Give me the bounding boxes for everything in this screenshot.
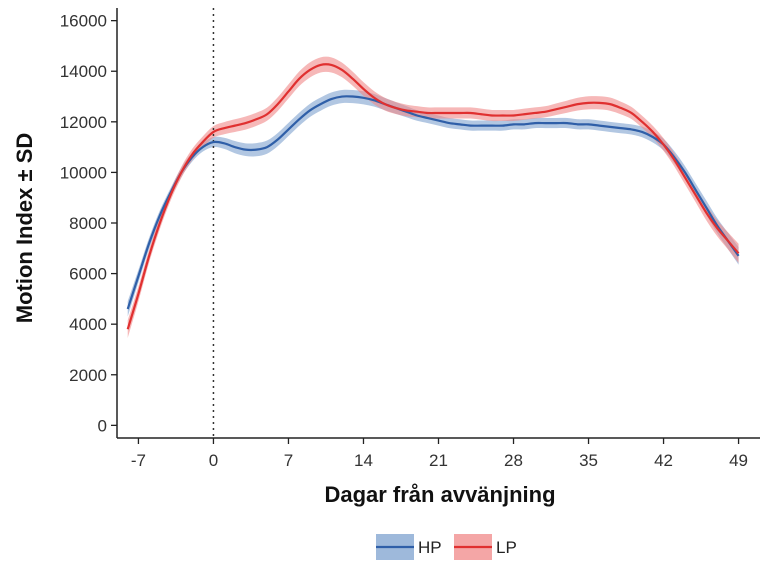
x-axis-ticks: -7 0 7 14 21 28 35 42 49 bbox=[131, 438, 748, 470]
x-tick-label: 35 bbox=[579, 451, 598, 470]
legend-label-hp: HP bbox=[418, 538, 442, 557]
sd-bands bbox=[127, 56, 739, 339]
y-tick-label: 16000 bbox=[60, 12, 107, 31]
x-axis-title: Dagar från avvänjning bbox=[324, 482, 555, 507]
y-tick-label: 2000 bbox=[69, 366, 107, 385]
x-tick-label: 21 bbox=[429, 451, 448, 470]
x-tick-label: 49 bbox=[729, 451, 748, 470]
axes bbox=[116, 8, 760, 439]
legend-label-lp: LP bbox=[496, 538, 517, 557]
y-axis-title: Motion Index ± SD bbox=[12, 133, 37, 324]
y-tick-label: 12000 bbox=[60, 113, 107, 132]
x-tick-label: 7 bbox=[284, 451, 293, 470]
x-tick-label: 42 bbox=[654, 451, 673, 470]
legend: HP LP bbox=[376, 534, 517, 560]
x-tick-label: 0 bbox=[209, 451, 218, 470]
y-axis-ticks: 0 2000 4000 6000 8000 10000 12000 14000 16000 bbox=[60, 12, 117, 435]
y-tick-label: 4000 bbox=[69, 315, 107, 334]
y-tick-label: 14000 bbox=[60, 62, 107, 81]
y-tick-label: 10000 bbox=[60, 163, 107, 182]
x-tick-label: 28 bbox=[504, 451, 523, 470]
y-tick-label: 6000 bbox=[69, 265, 107, 284]
x-tick-label: -7 bbox=[131, 451, 146, 470]
x-tick-label: 14 bbox=[354, 451, 373, 470]
series-line-hp bbox=[126, 95, 740, 310]
y-tick-label: 8000 bbox=[69, 214, 107, 233]
y-tick-label: 0 bbox=[98, 416, 107, 435]
series-lines bbox=[126, 63, 740, 330]
sd-band-lp bbox=[127, 56, 739, 339]
series-line-lp bbox=[126, 63, 740, 330]
